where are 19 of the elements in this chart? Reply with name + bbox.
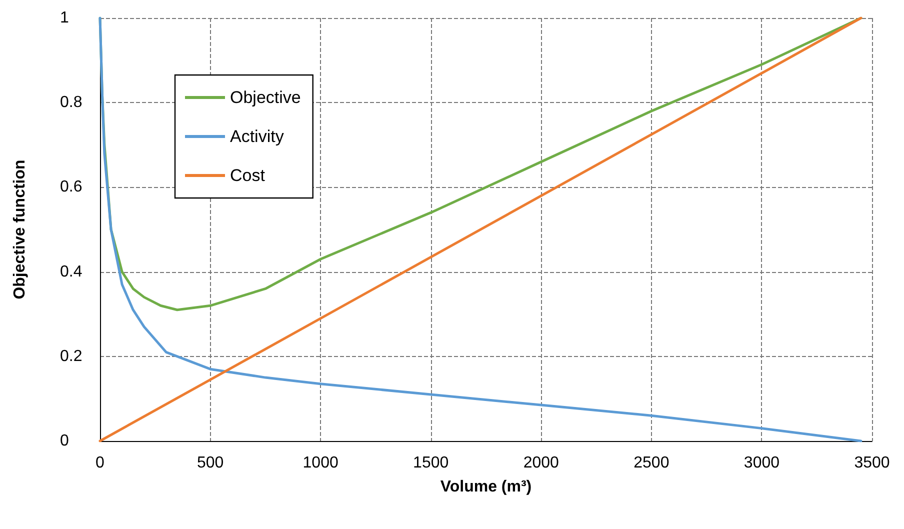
y-tick-label: 0.2 xyxy=(60,348,82,365)
x-tick-label: 3500 xyxy=(854,454,890,472)
x-tick-label: 3000 xyxy=(744,454,780,472)
legend-label: Cost xyxy=(230,166,266,185)
legend-label: Objective xyxy=(230,88,301,107)
y-tick-label: 0.4 xyxy=(60,263,82,280)
y-tick-label: 0.8 xyxy=(60,94,82,112)
y-tick-label: 0 xyxy=(60,432,69,450)
x-tick-label: 1500 xyxy=(413,454,449,472)
x-tick-label: 0 xyxy=(96,454,105,472)
y-tick-label: 0.6 xyxy=(60,178,82,196)
x-axis-title: Volume (m³) xyxy=(440,478,532,496)
x-tick-label: 2500 xyxy=(634,454,670,472)
y-axis-title: Objective function xyxy=(12,160,28,300)
x-tick-label: 1000 xyxy=(302,454,338,472)
y-tick-label: 1 xyxy=(60,10,69,26)
legend-label: Activity xyxy=(230,127,284,146)
x-tick-label: 2000 xyxy=(523,454,560,472)
x-tick-label: 500 xyxy=(196,454,224,472)
